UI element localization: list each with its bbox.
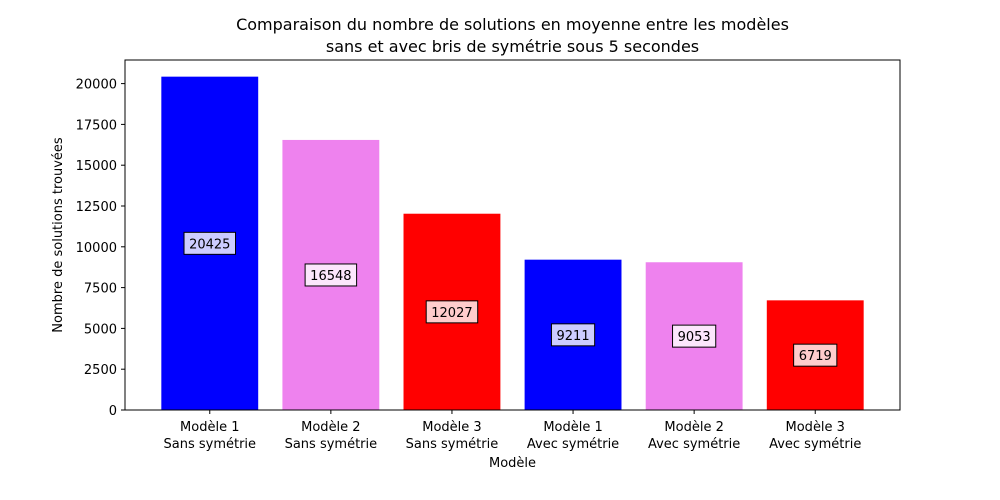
chart-title-line1: Comparaison du nombre de solutions en mo… — [236, 15, 789, 34]
y-tick-label: 2500 — [84, 363, 117, 378]
data-label-4: 9211 — [550, 323, 596, 347]
y-tick-label: 5000 — [84, 322, 117, 337]
y-tick-label: 17500 — [76, 118, 117, 133]
data-label-1: 20425 — [183, 231, 237, 255]
x-tick-label: Sans symétrie — [406, 437, 499, 452]
data-label-text: 6719 — [799, 349, 832, 364]
data-label-3: 12027 — [425, 300, 479, 324]
data-label-5: 9053 — [672, 324, 717, 348]
x-tick-label: Avec symétrie — [769, 437, 861, 452]
x-tick-label: Avec symétrie — [648, 437, 740, 452]
x-axis: Modèle 1 Sans symétrie Modèle 2 Sans symétr… — [163, 410, 861, 452]
x-tick-label: Modèle 2 — [301, 420, 360, 435]
y-tick-label: 20000 — [76, 78, 117, 93]
data-label-text: 9211 — [557, 329, 590, 344]
x-tick-label: Modèle 3 — [422, 420, 481, 435]
data-labels-group: 20425 16548 12027 9211 9053 6719 — [183, 231, 838, 367]
x-tick-label: Sans symétrie — [163, 437, 256, 452]
data-label-box — [183, 231, 237, 255]
x-tick-label: Avec symétrie — [527, 437, 619, 452]
y-tick-label: 0 — [109, 404, 117, 419]
data-label-text: 12027 — [431, 306, 472, 321]
y-tick-label: 10000 — [76, 241, 117, 256]
data-label-box — [425, 300, 479, 324]
data-label-box — [550, 323, 596, 347]
data-label-text: 9053 — [678, 330, 711, 345]
y-tick-label: 12500 — [76, 200, 117, 215]
data-label-2: 16548 — [304, 263, 358, 287]
data-label-box — [672, 324, 717, 348]
x-tick-label: Modèle 3 — [786, 420, 845, 435]
x-tick-label: Modèle 1 — [180, 420, 239, 435]
data-label-box — [793, 343, 838, 367]
y-tick-label: 7500 — [84, 282, 117, 297]
chart-title-line2: sans et avec bris de symétrie sous 5 sec… — [326, 37, 699, 56]
x-tick-label: Modèle 2 — [664, 420, 723, 435]
data-label-6: 6719 — [793, 343, 838, 367]
y-axis-label: Nombre de solutions trouvées — [51, 137, 66, 333]
x-axis-label: Modèle — [489, 456, 536, 471]
x-tick-label: Sans symétrie — [285, 437, 378, 452]
x-tick-label: Modèle 1 — [543, 420, 602, 435]
y-tick-label: 15000 — [76, 159, 117, 174]
bars-group — [161, 76, 864, 410]
y-axis: 0 2500 5000 7500 10000 12500 15000 17500 20000 — [76, 78, 125, 419]
plot-frame — [124, 59, 901, 411]
data-label-text: 20425 — [189, 237, 230, 252]
data-label-box — [304, 263, 358, 287]
data-label-text: 16548 — [310, 269, 351, 284]
